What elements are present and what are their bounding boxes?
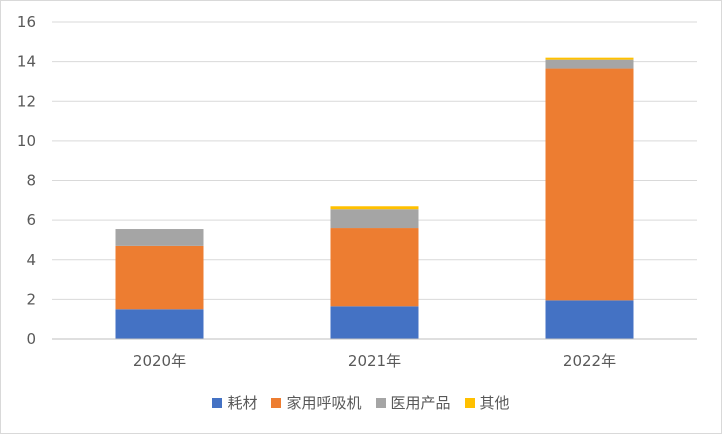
y-tick-label: 6 bbox=[26, 211, 36, 229]
legend: 耗材 家用呼吸机 医用产品 其他 bbox=[0, 392, 722, 413]
x-axis-ticks: 2020年 2021年 2022年 bbox=[133, 352, 616, 370]
y-tick-label: 0 bbox=[26, 330, 36, 348]
x-tick-label: 2020年 bbox=[133, 352, 186, 370]
x-tick-label: 2021年 bbox=[348, 352, 401, 370]
y-tick-label: 12 bbox=[17, 92, 36, 110]
legend-label: 耗材 bbox=[227, 394, 258, 412]
legend-item: 其他 bbox=[464, 392, 510, 413]
y-axis-ticks: 0 2 4 6 8 10 12 14 16 bbox=[17, 13, 36, 348]
bar-segment bbox=[115, 309, 204, 339]
bar-segment bbox=[330, 209, 419, 229]
bar-segment bbox=[545, 57, 634, 60]
legend-label: 医用产品 bbox=[390, 394, 451, 412]
legend-item: 医用产品 bbox=[375, 392, 451, 413]
legend-item: 家用呼吸机 bbox=[271, 392, 362, 413]
y-tick-label: 4 bbox=[26, 251, 36, 269]
legend-swatch bbox=[464, 397, 475, 408]
bars bbox=[115, 57, 634, 339]
y-tick-label: 10 bbox=[17, 132, 36, 150]
bar-segment bbox=[330, 206, 419, 210]
bar-segment bbox=[545, 68, 634, 301]
y-tick-label: 16 bbox=[17, 13, 36, 31]
legend-label: 家用呼吸机 bbox=[286, 394, 362, 412]
bar-segment bbox=[115, 245, 204, 310]
legend-item: 耗材 bbox=[212, 392, 257, 413]
bar-segment bbox=[115, 229, 204, 246]
legend-label: 其他 bbox=[479, 394, 510, 412]
y-tick-label: 8 bbox=[26, 172, 36, 190]
bar-segment bbox=[545, 59, 634, 69]
bar-segment bbox=[545, 300, 634, 339]
legend-swatch bbox=[212, 397, 223, 408]
bar-segment bbox=[330, 306, 419, 339]
y-tick-label: 2 bbox=[26, 290, 36, 308]
legend-swatch bbox=[375, 397, 386, 408]
legend-swatch bbox=[271, 397, 282, 408]
x-tick-label: 2022年 bbox=[563, 352, 616, 370]
y-tick-label: 14 bbox=[17, 53, 36, 71]
bar-segment bbox=[330, 228, 419, 307]
